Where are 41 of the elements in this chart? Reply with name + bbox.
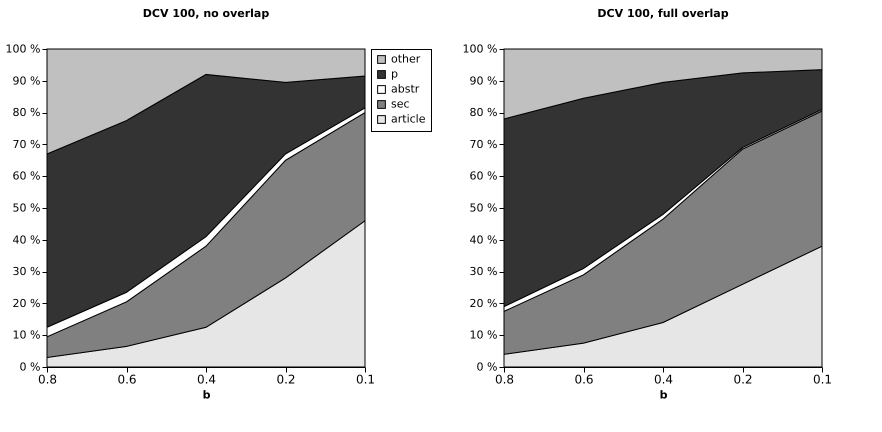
y-tick-label: 0 % (476, 360, 498, 374)
y-tick-label: 30 % (470, 265, 498, 278)
x-tick-label: 0.2 (733, 372, 753, 386)
y-tick-label: 10 % (12, 328, 40, 342)
x-axis-title: b (660, 388, 668, 402)
x-axis-title: b (202, 388, 211, 402)
x-tick-label: 0.4 (654, 372, 674, 386)
y-tick-label: 20 % (470, 296, 498, 310)
x-tick-label: 0.8 (494, 372, 514, 386)
y-tick-label: 40 % (12, 233, 40, 246)
x-tick-label: 0.2 (276, 372, 296, 386)
x-tick-label: 0.6 (574, 372, 594, 386)
x-tick-label: 0.1 (356, 372, 376, 386)
y-tick-label: 80 % (12, 106, 40, 120)
legend-label: sec (391, 98, 410, 110)
y-tick-label: 60 % (12, 170, 40, 183)
chart-title: DCV 100, no overlap (142, 7, 270, 20)
y-tick-label: 50 % (470, 202, 498, 214)
y-tick-label: 10 % (470, 328, 498, 342)
y-tick-label: 90 % (12, 74, 40, 88)
y-tick-label: 30 % (12, 265, 40, 278)
y-tick-label: 0 % (20, 360, 40, 374)
legend-label: p (391, 68, 398, 80)
y-tick-label: 40 % (470, 233, 498, 246)
x-tick-label: 0.1 (812, 372, 832, 386)
legend-label: other (391, 52, 421, 66)
y-tick-label: 80 % (470, 106, 498, 120)
x-tick-label: 0.8 (38, 372, 58, 386)
legend-label: abstr (391, 82, 420, 96)
y-tick-label: 100 % (462, 42, 498, 56)
y-tick-label: 60 % (470, 170, 498, 183)
y-tick-label: 70 % (12, 138, 40, 151)
y-tick-label: 90 % (470, 74, 498, 88)
x-tick-label: 0.6 (117, 372, 137, 386)
y-tick-label: 100 % (6, 42, 40, 56)
y-tick-label: 20 % (12, 296, 40, 310)
x-tick-label: 0.4 (196, 372, 216, 386)
y-tick-label: 50 % (12, 202, 40, 214)
legend-label: article (391, 112, 426, 126)
y-tick-label: 70 % (470, 138, 498, 151)
chart-title: DCV 100, full overlap (597, 7, 729, 20)
